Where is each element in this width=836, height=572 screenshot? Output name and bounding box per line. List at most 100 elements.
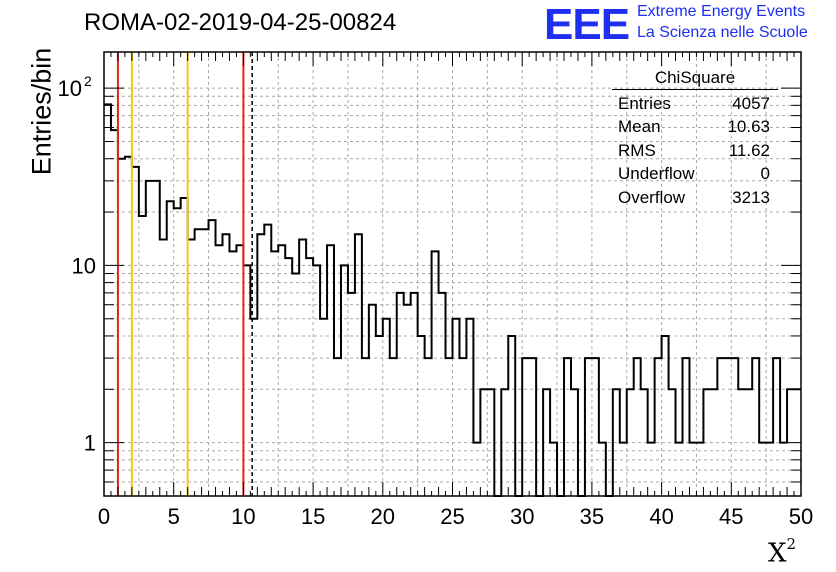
x-tick-label: 5 (168, 504, 180, 529)
histogram-bin (404, 305, 411, 496)
histogram-bin (613, 389, 620, 496)
histogram-bin (717, 358, 724, 496)
histogram-bin (634, 358, 641, 496)
marker-lines (116, 52, 253, 496)
histogram-bin (766, 443, 773, 496)
x-tick-label: 40 (649, 504, 673, 529)
histogram-bin (202, 229, 209, 496)
histogram-bin (522, 358, 529, 496)
histogram-bin (146, 181, 153, 496)
histogram-bin (487, 389, 494, 496)
histogram-bin (529, 358, 536, 496)
stats-row-mean: Mean 10.63 (612, 115, 778, 138)
histogram-bin (648, 443, 655, 496)
histogram-bin (752, 358, 759, 496)
x-tick-label: 25 (440, 504, 464, 529)
stats-value: 11.62 (728, 140, 770, 160)
chart-title: ROMA-02-2019-04-25-00824 (84, 9, 397, 36)
stats-label: Mean (618, 117, 661, 137)
stats-label: RMS (618, 140, 656, 160)
y-tick-label: 10 (58, 76, 82, 101)
histogram-bin (411, 293, 418, 496)
histogram-bin (759, 443, 766, 496)
stats-value: 3213 (732, 187, 770, 207)
histogram-bin (745, 389, 752, 496)
histogram-bin (780, 443, 787, 496)
histogram-bin (585, 358, 592, 496)
histogram-bin (132, 167, 139, 496)
histogram-bin (655, 358, 662, 496)
grid (104, 52, 801, 496)
histogram-bin (564, 358, 571, 496)
histogram-bin (592, 358, 599, 496)
x-tick-label: 45 (719, 504, 743, 529)
histogram-bin (480, 389, 487, 496)
histogram-bin (599, 443, 606, 496)
histogram-bin (501, 389, 508, 496)
stats-label: Overflow (618, 187, 686, 207)
histogram-bin (550, 443, 557, 496)
histogram-bin (334, 358, 341, 496)
stats-value: 0 (760, 164, 770, 184)
histogram-bin (299, 240, 306, 496)
logo-mark: EEE (544, 0, 630, 49)
histogram-bin (118, 159, 125, 496)
histogram-bin (459, 358, 466, 496)
histogram-bin (620, 443, 627, 496)
logo-line-2: La Scienza nelle Scuole (637, 24, 808, 41)
histogram-bin (236, 245, 243, 496)
stats-box: ChiSquare Entries 4057 Mean 10.63 RMS 11.62… (612, 67, 778, 209)
histogram-bin (425, 358, 432, 496)
stats-row-entries: Entries 4057 (612, 92, 778, 115)
stats-row-overflow: Overflow 3213 (612, 186, 778, 209)
histogram-bin (139, 216, 146, 496)
y-tick-label: 1 (84, 431, 96, 456)
histogram-bin (341, 265, 348, 496)
histogram-bin (222, 234, 229, 496)
histogram-bin (571, 389, 578, 496)
histogram-bin (543, 389, 550, 496)
x-tick-label: 30 (510, 504, 534, 529)
histogram-bin (710, 389, 717, 496)
histogram-bin (306, 258, 313, 496)
histogram-bin (313, 265, 320, 496)
histogram-bin (627, 389, 634, 496)
x-tick-label: 50 (789, 504, 813, 529)
histogram-bin (257, 234, 264, 496)
histogram-bin (195, 229, 202, 496)
histogram-bin (111, 130, 118, 496)
histogram-bin (439, 293, 446, 496)
histogram-bin (689, 443, 696, 496)
histogram-bin (383, 319, 390, 496)
stats-value: 10.63 (727, 117, 770, 137)
histogram-bin (390, 358, 397, 496)
histogram-bin (285, 258, 292, 496)
histogram-bin (216, 245, 223, 496)
histogram-bin (453, 319, 460, 496)
histogram-bin (153, 181, 160, 496)
y-tick-label: 10 (72, 253, 96, 278)
histogram (104, 103, 801, 497)
stats-row-underflow: Underflow 0 (612, 162, 778, 185)
histogram-bin (355, 234, 362, 496)
histogram-outline (104, 103, 801, 497)
histogram-bin (271, 251, 278, 496)
histogram-bin (773, 358, 780, 496)
x-tick-label: 20 (371, 504, 395, 529)
histogram-bin (369, 305, 376, 496)
y-axis-label: Entries/bin (26, 47, 57, 176)
stats-label: Entries (618, 94, 671, 113)
x-tick-label: 35 (580, 504, 604, 529)
histogram-bin (376, 336, 383, 496)
stats-label: Underflow (618, 164, 695, 184)
histogram-bin (181, 198, 188, 496)
histogram-bin (669, 389, 676, 496)
histogram-bin (125, 157, 132, 496)
histogram-bin (327, 245, 334, 496)
stats-title: ChiSquare (612, 67, 778, 90)
histogram-bin (418, 336, 425, 496)
histogram-bin (209, 220, 216, 496)
histogram-bin (731, 358, 738, 496)
